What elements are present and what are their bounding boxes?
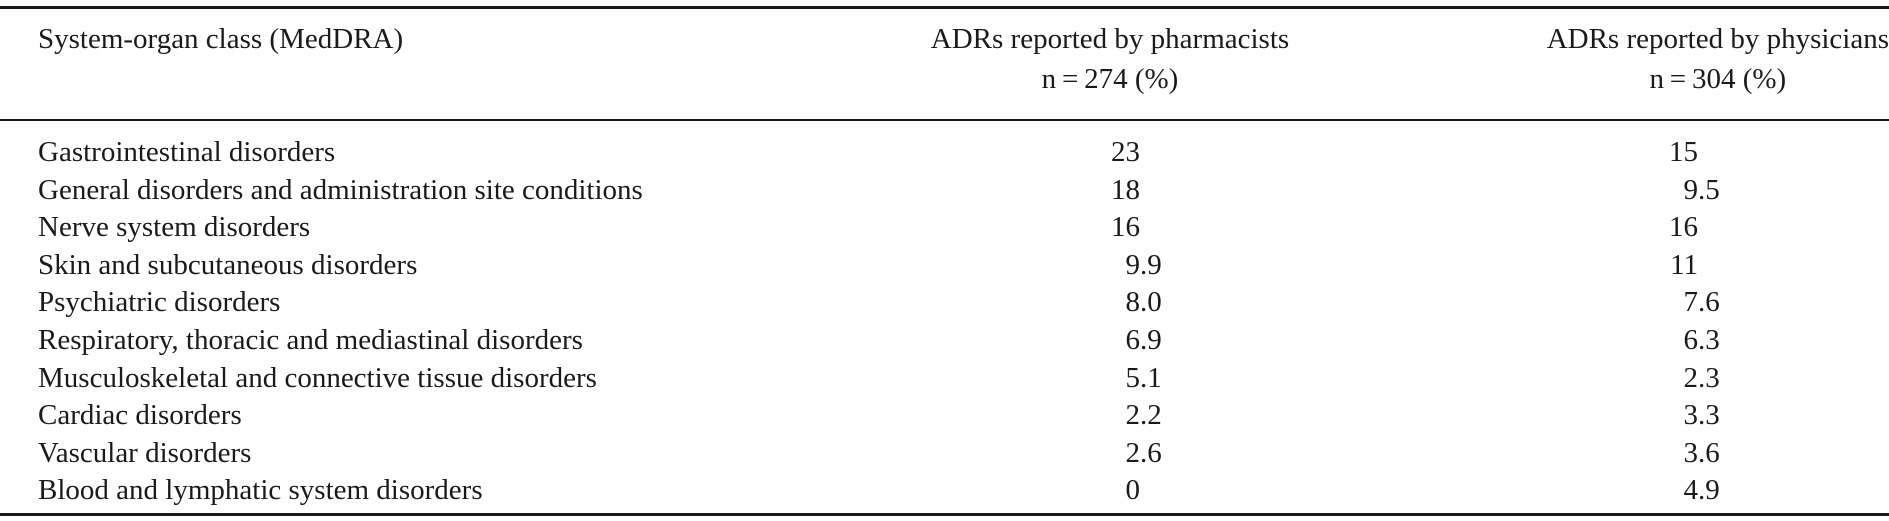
header-pharmacists-n: n = 274 (%) — [1041, 63, 1179, 95]
physicians-value: 4.9 — [1683, 474, 1720, 507]
table-header-rule — [0, 119, 1889, 121]
table-row: Gastrointestinal disorders 23 15 — [0, 134, 1889, 171]
physicians-value: 16 — [1669, 211, 1698, 244]
row-label: Respiratory, thoracic and mediastinal di… — [38, 324, 583, 356]
row-label: Gastrointestinal disorders — [38, 136, 336, 168]
table-row: Blood and lymphatic system disorders 0 4.9 — [0, 472, 1889, 509]
row-label: Skin and subcutaneous disorders — [38, 248, 418, 281]
pharmacists-value: 9.9 — [1125, 248, 1162, 281]
pharmacists-value: 2.6 — [1125, 436, 1162, 469]
pharmacists-value: 23 — [1111, 136, 1140, 168]
table-row: Cardiac disorders 2.2 3.3 — [0, 397, 1889, 434]
physicians-value: 15 — [1669, 136, 1698, 168]
physicians-value: 2.3 — [1683, 361, 1720, 394]
pharmacists-value: 5.1 — [1125, 361, 1162, 394]
table-row: Vascular disorders 2.6 3.6 — [0, 435, 1889, 472]
row-label: Musculoskeletal and connective tissue di… — [38, 361, 597, 394]
header-physicians-title: ADRs reported by physicians — [1546, 23, 1889, 55]
header-physicians-n: n = 304 (%) — [1649, 63, 1787, 95]
table-row: Respiratory, thoracic and mediastinal di… — [0, 322, 1889, 359]
physicians-value: 9.5 — [1683, 173, 1720, 206]
pharmacists-value: 18 — [1111, 173, 1140, 206]
table-row: Psychiatric disorders 8.0 7.6 — [0, 284, 1889, 321]
row-label: General disorders and administration sit… — [38, 173, 643, 206]
pharmacists-value: 16 — [1111, 211, 1140, 244]
physicians-value: 6.3 — [1683, 324, 1720, 356]
physicians-value: 11 — [1670, 248, 1698, 281]
pharmacists-value: 0 — [1125, 474, 1141, 507]
table-row: Nerve system disorders 16 16 — [0, 209, 1889, 246]
table-row: Skin and subcutaneous disorders 9.9 11 — [0, 247, 1889, 284]
row-label: Blood and lymphatic system disorders — [38, 474, 483, 507]
header-pharmacists-title: ADRs reported by pharmacists — [930, 23, 1290, 55]
table-bottom-rule — [0, 513, 1889, 516]
row-label: Cardiac disorders — [38, 399, 242, 432]
header-physicians-column: ADRs reported by physicians n = 304 (%) — [1370, 19, 1889, 99]
header-pharmacists-column: ADRs reported by pharmacists n = 274 (%) — [850, 19, 1370, 99]
table-row: General disorders and administration sit… — [0, 172, 1889, 209]
row-label: Nerve system disorders — [38, 211, 311, 244]
pharmacists-value: 6.9 — [1125, 324, 1162, 356]
row-label: Psychiatric disorders — [38, 286, 281, 319]
physicians-value: 3.3 — [1683, 399, 1720, 432]
row-label: Vascular disorders — [38, 436, 252, 469]
physicians-value: 7.6 — [1683, 286, 1720, 319]
pharmacists-value: 8.0 — [1125, 286, 1162, 319]
pharmacists-value: 2.2 — [1125, 399, 1162, 432]
header-label-column: System-organ class (MedDRA) — [38, 23, 404, 55]
table-top-rule — [0, 6, 1889, 9]
table-row: Musculoskeletal and connective tissue di… — [0, 360, 1889, 397]
physicians-value: 3.6 — [1683, 436, 1720, 469]
